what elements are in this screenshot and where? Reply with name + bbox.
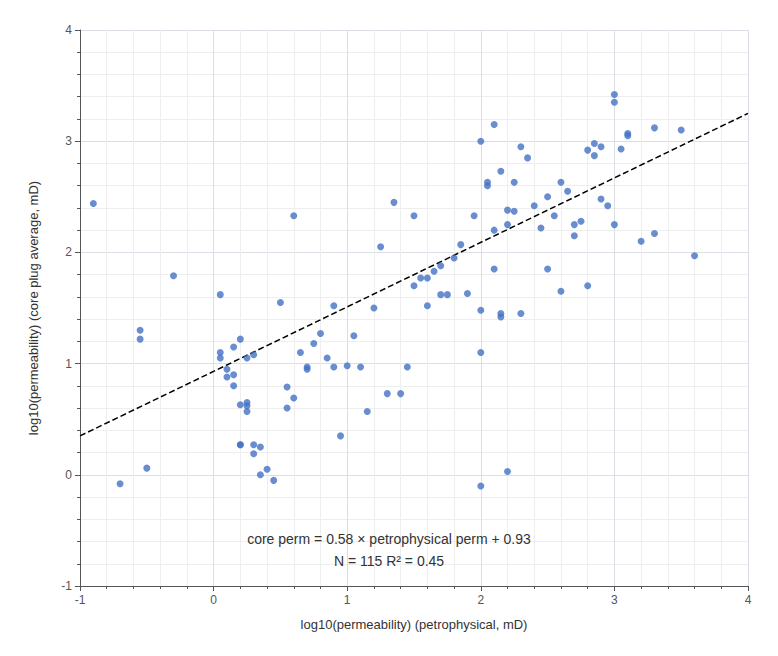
svg-text:core perm = 0.58 × petrophysic: core perm = 0.58 × petrophysical perm + … (247, 531, 531, 547)
svg-text:2: 2 (65, 245, 72, 259)
svg-text:1: 1 (65, 357, 72, 371)
svg-text:1: 1 (344, 593, 351, 607)
svg-text:-1: -1 (75, 593, 86, 607)
svg-text:4: 4 (745, 593, 752, 607)
svg-text:log10(permeability) (core plug: log10(permeability) (core plug average, … (26, 181, 41, 435)
svg-text:log10(permeability) (petrophys: log10(permeability) (petrophysical, mD) (301, 617, 528, 632)
svg-text:-1: -1 (61, 579, 72, 593)
svg-text:0: 0 (210, 593, 217, 607)
svg-text:N = 115 R² = 0.45: N = 115 R² = 0.45 (334, 553, 444, 569)
svg-text:3: 3 (611, 593, 618, 607)
svg-text:0: 0 (65, 468, 72, 482)
svg-text:4: 4 (65, 23, 72, 37)
svg-text:2: 2 (477, 593, 484, 607)
svg-text:3: 3 (65, 134, 72, 148)
